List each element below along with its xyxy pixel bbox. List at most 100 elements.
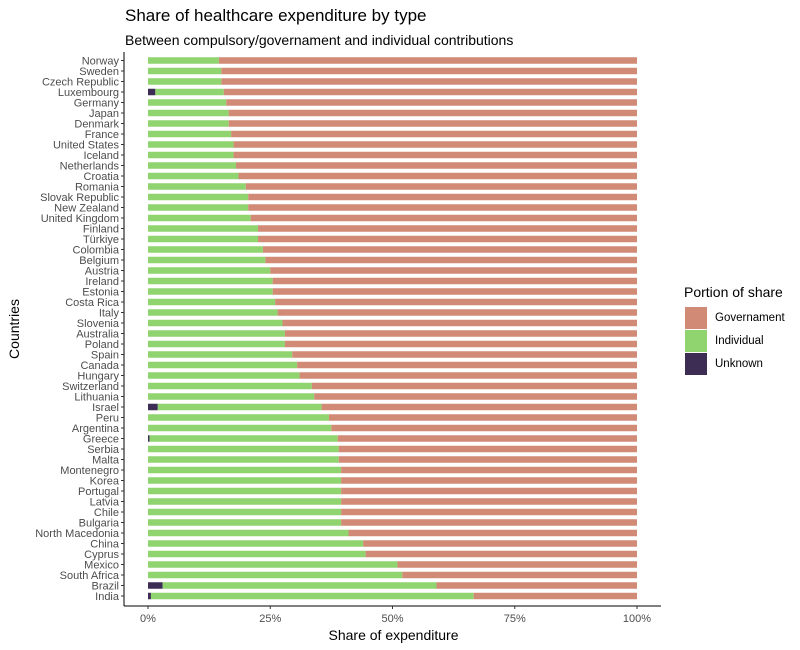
y-tick-label: New Zealand xyxy=(54,203,119,215)
bar-individual-south-africa xyxy=(148,571,403,579)
y-tick-label: United States xyxy=(53,140,120,152)
bar-individual-mexico xyxy=(148,561,398,568)
y-tick-label: Poland xyxy=(85,339,119,351)
y-tick-label: Slovak Republic xyxy=(40,192,119,204)
y-tick-label: Chile xyxy=(94,507,119,519)
bar-individual-greece xyxy=(149,435,338,442)
bar-governament-iceland xyxy=(233,151,637,159)
bar-individual-colombia xyxy=(148,246,263,253)
bar-governament-brazil xyxy=(436,582,637,589)
bar-governament-greece xyxy=(337,435,637,442)
bar-individual-canada xyxy=(148,361,298,369)
bar-individual-finland xyxy=(148,225,259,232)
bar-individual-costa-rica xyxy=(148,298,276,306)
bar-governament-belgium xyxy=(265,256,637,264)
y-tick-label: Canada xyxy=(80,360,119,372)
y-tick-label: Australia xyxy=(76,329,120,341)
bar-governament-denmark xyxy=(228,120,637,127)
bar-individual-sweden xyxy=(148,67,222,75)
bar-governament-austria xyxy=(270,267,637,274)
y-tick-label: Malta xyxy=(92,455,120,467)
bar-individual-cyprus xyxy=(148,550,366,558)
bar-governament-north-macedonia xyxy=(348,529,637,537)
y-tick-label: Italy xyxy=(99,308,120,320)
bar-governament-germany xyxy=(226,99,638,106)
bar-individual-korea xyxy=(148,477,342,484)
bar-governament-japan xyxy=(228,109,637,117)
y-tick-label: Norway xyxy=(82,56,120,68)
bar-individual-norway xyxy=(148,57,219,64)
bar-governament-israel xyxy=(321,403,637,411)
bar-individual-germany xyxy=(148,99,227,106)
y-tick-label: Montenegro xyxy=(60,465,119,477)
bar-individual-montenegro xyxy=(148,466,342,474)
bar-individual-switzerland xyxy=(148,382,312,390)
bar-governament-netherlands xyxy=(236,162,637,169)
bar-governament-chile xyxy=(341,508,637,516)
legend-label-governament: Governament xyxy=(715,312,785,324)
y-tick-label: Serbia xyxy=(87,444,120,456)
y-tick-label: Hungary xyxy=(77,371,119,383)
bar-governament-malta xyxy=(338,456,637,463)
bar-governament-slovenia xyxy=(282,319,637,327)
legend-key-governament xyxy=(685,307,707,329)
y-tick-label: China xyxy=(90,539,120,551)
y-tick-label: Denmark xyxy=(74,119,119,131)
bar-governament-switzerland xyxy=(311,382,637,390)
bar-governament-estonia xyxy=(272,288,637,295)
bar-governament-australia xyxy=(284,330,637,337)
bar-unknown-greece xyxy=(148,435,150,442)
bar-governament-slovak-republic xyxy=(248,193,637,201)
bar-governament-romania xyxy=(245,183,638,190)
y-axis-title: Countries xyxy=(6,299,22,359)
bar-individual-slovenia xyxy=(148,319,283,327)
y-tick-label: Belgium xyxy=(79,255,119,267)
bar-individual-spain xyxy=(148,351,293,358)
x-tick-label: 0% xyxy=(140,613,156,625)
x-tick-label: 50% xyxy=(381,613,403,625)
y-tick-label: Argentina xyxy=(72,423,120,435)
bar-governament-italy xyxy=(277,309,637,316)
bar-individual-iceland xyxy=(148,151,234,159)
bar-individual-austria xyxy=(148,267,271,274)
y-tick-label: Sweden xyxy=(79,66,119,78)
bar-individual-brazil xyxy=(162,582,437,589)
bar-individual-latvia xyxy=(148,498,342,505)
bar-individual-bulgaria xyxy=(148,519,342,526)
y-tick-label: Estonia xyxy=(82,287,120,299)
bar-governament-argentina xyxy=(331,424,637,432)
bar-governament-mexico xyxy=(397,561,637,568)
bar-individual-serbia xyxy=(148,445,339,453)
y-tick-label: Lithuania xyxy=(74,392,120,404)
bar-governament-finland xyxy=(258,225,637,232)
bar-individual-india xyxy=(150,592,474,600)
bar-individual-lithuania xyxy=(148,393,315,400)
bar-individual-croatia xyxy=(148,172,239,180)
bar-governament-poland xyxy=(284,340,637,348)
y-tick-label: Switzerland xyxy=(62,381,119,393)
bar-governament-portugal xyxy=(341,487,637,495)
bar-individual-ireland xyxy=(148,277,273,285)
bar-individual-poland xyxy=(148,340,285,348)
bar-individual-israel xyxy=(157,403,322,411)
bar-governament-ireland xyxy=(272,277,637,285)
chart-subtitle: Between compulsory/governament and indiv… xyxy=(125,32,514,48)
y-tick-label: Israel xyxy=(92,402,119,414)
bar-governament-sweden xyxy=(221,67,637,75)
legend-item-governament: Governament xyxy=(685,307,785,329)
bar-individual-czech-republic xyxy=(148,78,222,85)
y-tick-label: Netherlands xyxy=(60,161,120,173)
y-tick-label: South Africa xyxy=(60,570,120,582)
bar-individual-luxembourg xyxy=(155,88,224,96)
bar-individual-belgium xyxy=(148,256,266,264)
bar-governament-costa-rica xyxy=(275,298,637,306)
y-tick-label: Japan xyxy=(89,108,119,120)
y-tick-label: Colombia xyxy=(73,245,120,257)
bar-individual-malta xyxy=(148,456,339,463)
bar-individual-australia xyxy=(148,330,285,337)
y-tick-label: Ireland xyxy=(85,276,119,288)
bar-individual-united-states xyxy=(148,141,234,148)
y-tick-label: Portugal xyxy=(78,486,119,498)
y-tick-label: Brazil xyxy=(91,581,119,593)
